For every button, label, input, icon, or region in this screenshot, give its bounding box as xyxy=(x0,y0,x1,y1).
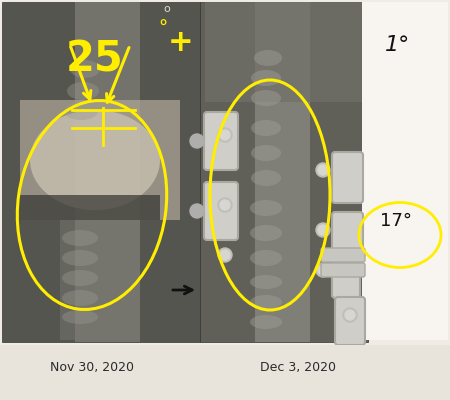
Circle shape xyxy=(220,250,230,260)
Circle shape xyxy=(190,204,204,218)
Text: 25: 25 xyxy=(66,38,124,80)
Ellipse shape xyxy=(70,60,100,78)
Ellipse shape xyxy=(62,230,98,246)
Text: Dec 3, 2020: Dec 3, 2020 xyxy=(260,362,336,374)
FancyBboxPatch shape xyxy=(332,262,360,298)
Circle shape xyxy=(316,163,330,177)
Ellipse shape xyxy=(64,102,98,120)
Circle shape xyxy=(220,200,230,210)
Ellipse shape xyxy=(62,270,98,286)
FancyBboxPatch shape xyxy=(204,112,238,170)
Text: °: ° xyxy=(158,20,167,38)
Circle shape xyxy=(316,223,330,237)
Circle shape xyxy=(318,165,328,175)
Bar xyxy=(255,2,310,342)
Bar xyxy=(0,345,450,400)
Text: Nov 30, 2020: Nov 30, 2020 xyxy=(50,362,134,374)
Ellipse shape xyxy=(250,315,282,329)
Ellipse shape xyxy=(62,290,98,306)
FancyBboxPatch shape xyxy=(204,182,238,240)
Ellipse shape xyxy=(250,200,282,216)
Circle shape xyxy=(345,310,355,320)
Bar xyxy=(20,100,180,220)
Bar xyxy=(60,220,140,340)
Bar xyxy=(205,2,368,102)
Ellipse shape xyxy=(251,70,281,86)
Bar xyxy=(200,2,368,342)
Circle shape xyxy=(220,130,230,140)
FancyBboxPatch shape xyxy=(332,212,363,263)
FancyBboxPatch shape xyxy=(335,297,365,345)
Circle shape xyxy=(190,134,204,148)
Circle shape xyxy=(318,265,328,275)
Circle shape xyxy=(218,198,232,212)
Ellipse shape xyxy=(250,295,282,309)
Ellipse shape xyxy=(251,90,281,106)
Bar xyxy=(362,2,448,340)
Circle shape xyxy=(316,263,330,277)
Ellipse shape xyxy=(67,82,99,100)
Ellipse shape xyxy=(30,110,160,210)
Ellipse shape xyxy=(251,145,281,161)
Ellipse shape xyxy=(250,275,282,289)
Ellipse shape xyxy=(254,50,282,66)
Text: +: + xyxy=(168,28,194,57)
Circle shape xyxy=(318,225,328,235)
Ellipse shape xyxy=(251,170,281,186)
FancyBboxPatch shape xyxy=(321,248,365,262)
Text: 1°: 1° xyxy=(385,35,410,55)
Circle shape xyxy=(343,308,357,322)
Ellipse shape xyxy=(62,250,98,266)
Bar xyxy=(20,195,160,220)
FancyBboxPatch shape xyxy=(332,152,363,203)
Ellipse shape xyxy=(62,310,98,324)
Ellipse shape xyxy=(251,120,281,136)
FancyBboxPatch shape xyxy=(321,263,365,277)
Bar xyxy=(75,2,140,342)
Bar xyxy=(2,2,200,342)
Ellipse shape xyxy=(250,250,282,266)
Text: o: o xyxy=(163,4,170,14)
Circle shape xyxy=(218,248,232,262)
Text: 17°: 17° xyxy=(380,212,412,230)
Circle shape xyxy=(218,128,232,142)
Ellipse shape xyxy=(250,225,282,241)
